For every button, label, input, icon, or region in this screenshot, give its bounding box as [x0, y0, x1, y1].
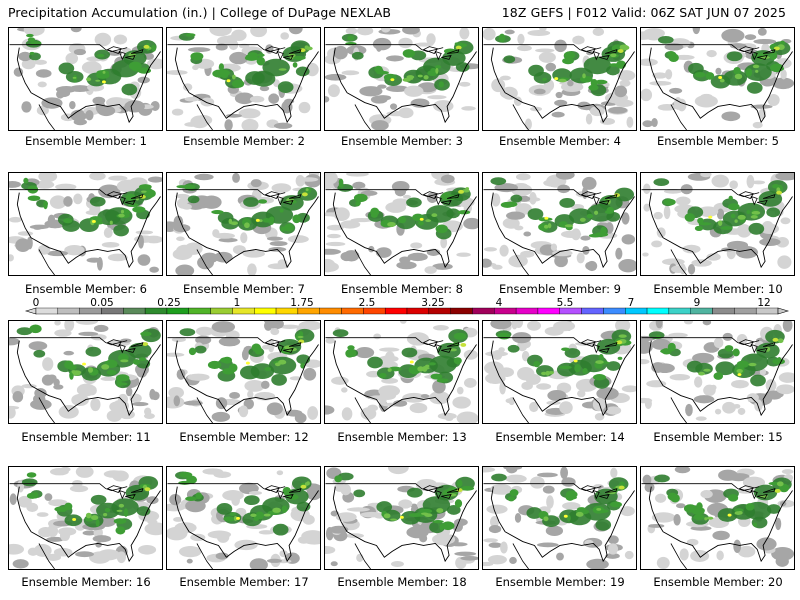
colorbar-swatch	[123, 307, 146, 315]
ensemble-member-label: Ensemble Member: 14	[495, 430, 625, 444]
ensemble-member-label: Ensemble Member: 15	[653, 430, 783, 444]
colorbar-swatch	[319, 307, 342, 315]
precip-map	[640, 27, 795, 131]
ensemble-panel	[640, 320, 795, 424]
precip-map	[166, 466, 321, 570]
ensemble-member-label: Ensemble Member: 13	[337, 430, 467, 444]
precip-map	[166, 320, 321, 424]
ensemble-panel	[482, 172, 637, 276]
ensemble-panel	[8, 27, 163, 131]
ensemble-member-label: Ensemble Member: 18	[337, 575, 467, 589]
ensemble-member-label: Ensemble Member: 12	[179, 430, 309, 444]
ensemble-panel	[166, 172, 321, 276]
ensemble-panel	[166, 320, 321, 424]
ensemble-panel	[482, 466, 637, 570]
precip-map	[482, 320, 637, 424]
colorbar-tick-label: 5.5	[557, 297, 574, 309]
precip-map	[640, 320, 795, 424]
colorbar-tick-label: 0.05	[90, 297, 113, 309]
colorbar-swatch	[254, 307, 277, 315]
colorbar-right-arrow	[777, 307, 790, 315]
colorbar-swatch	[646, 307, 670, 315]
ensemble-panel	[640, 27, 795, 131]
ensemble-panel	[8, 466, 163, 570]
ensemble-member-label: Ensemble Member: 19	[495, 575, 625, 589]
colorbar-swatch	[188, 307, 211, 315]
colorbar-tick-label: 2.5	[359, 297, 376, 309]
colorbar-swatch	[603, 307, 626, 315]
ensemble-panel	[166, 27, 321, 131]
colorbar-swatch	[515, 307, 539, 315]
colorbar-tick-label: 1	[234, 297, 241, 309]
colorbar-tick-label: 0	[33, 297, 40, 309]
precip-map	[8, 172, 163, 276]
colorbar-tick-label: 7	[628, 297, 635, 309]
precip-map	[640, 172, 795, 276]
precip-map	[8, 320, 163, 424]
precip-colorbar: 0 0.05 0.25 1 1.75 2.5 3.25 4 5.5 7 9 12	[24, 296, 790, 318]
colorbar-swatch	[712, 307, 735, 315]
ensemble-member-label: Ensemble Member: 3	[341, 134, 463, 148]
colorbar-swatch	[668, 307, 691, 315]
ensemble-panel	[324, 320, 479, 424]
ensemble-member-label: Ensemble Member: 7	[183, 282, 305, 296]
ensemble-member-label: Ensemble Member: 20	[653, 575, 783, 589]
precip-map	[8, 27, 163, 131]
precip-map	[482, 27, 637, 131]
ensemble-panel	[640, 466, 795, 570]
ensemble-panel	[640, 172, 795, 276]
chart-title: Precipitation Accumulation (in.) | Colle…	[8, 5, 392, 20]
ensemble-member-label: Ensemble Member: 1	[25, 134, 147, 148]
ensemble-panel	[8, 172, 163, 276]
ensemble-member-label: Ensemble Member: 6	[25, 282, 147, 296]
colorbar-swatch	[210, 307, 233, 315]
precip-map	[482, 466, 637, 570]
precip-map	[324, 172, 479, 276]
ensemble-panel	[8, 320, 163, 424]
colorbar-swatch	[581, 307, 604, 315]
ensemble-member-label: Ensemble Member: 17	[179, 575, 309, 589]
run-valid-time: 18Z GEFS | F012 Valid: 06Z SAT JUN 07 20…	[501, 5, 786, 20]
ensemble-panel	[324, 27, 479, 131]
ensemble-panel	[482, 320, 637, 424]
ensemble-panel	[324, 466, 479, 570]
colorbar-graphic: 0 0.05 0.25 1 1.75 2.5 3.25 4 5.5 7 9 12	[24, 297, 790, 315]
ensemble-member-label: Ensemble Member: 10	[653, 282, 783, 296]
colorbar-tick-label: 4	[496, 297, 503, 309]
ensemble-member-label: Ensemble Member: 8	[341, 282, 463, 296]
ensemble-member-label: Ensemble Member: 11	[21, 430, 151, 444]
ensemble-panel	[166, 466, 321, 570]
precip-map	[482, 172, 637, 276]
precip-map	[324, 466, 479, 570]
colorbar-tick-label: 12	[757, 297, 770, 309]
ensemble-member-label: Ensemble Member: 2	[183, 134, 305, 148]
colorbar-tick-label: 9	[694, 297, 701, 309]
colorbar-tick-label: 3.25	[421, 297, 444, 309]
colorbar-swatch	[472, 307, 495, 315]
colorbar-tick-label: 0.25	[157, 297, 180, 309]
precip-map	[640, 466, 795, 570]
ensemble-panel	[482, 27, 637, 131]
precip-map	[166, 172, 321, 276]
colorbar-swatch	[450, 307, 473, 315]
colorbar-tick-label: 1.75	[290, 297, 313, 309]
ensemble-member-label: Ensemble Member: 16	[21, 575, 151, 589]
ensemble-panel	[324, 172, 479, 276]
ensemble-member-label: Ensemble Member: 9	[499, 282, 621, 296]
precip-map	[8, 466, 163, 570]
ensemble-member-label: Ensemble Member: 4	[499, 134, 621, 148]
precip-map	[166, 27, 321, 131]
colorbar-swatch	[734, 307, 757, 315]
precip-map	[324, 320, 479, 424]
precip-map	[324, 27, 479, 131]
colorbar-swatch	[57, 307, 80, 315]
ensemble-member-label: Ensemble Member: 5	[657, 134, 779, 148]
colorbar-swatch	[384, 307, 408, 315]
